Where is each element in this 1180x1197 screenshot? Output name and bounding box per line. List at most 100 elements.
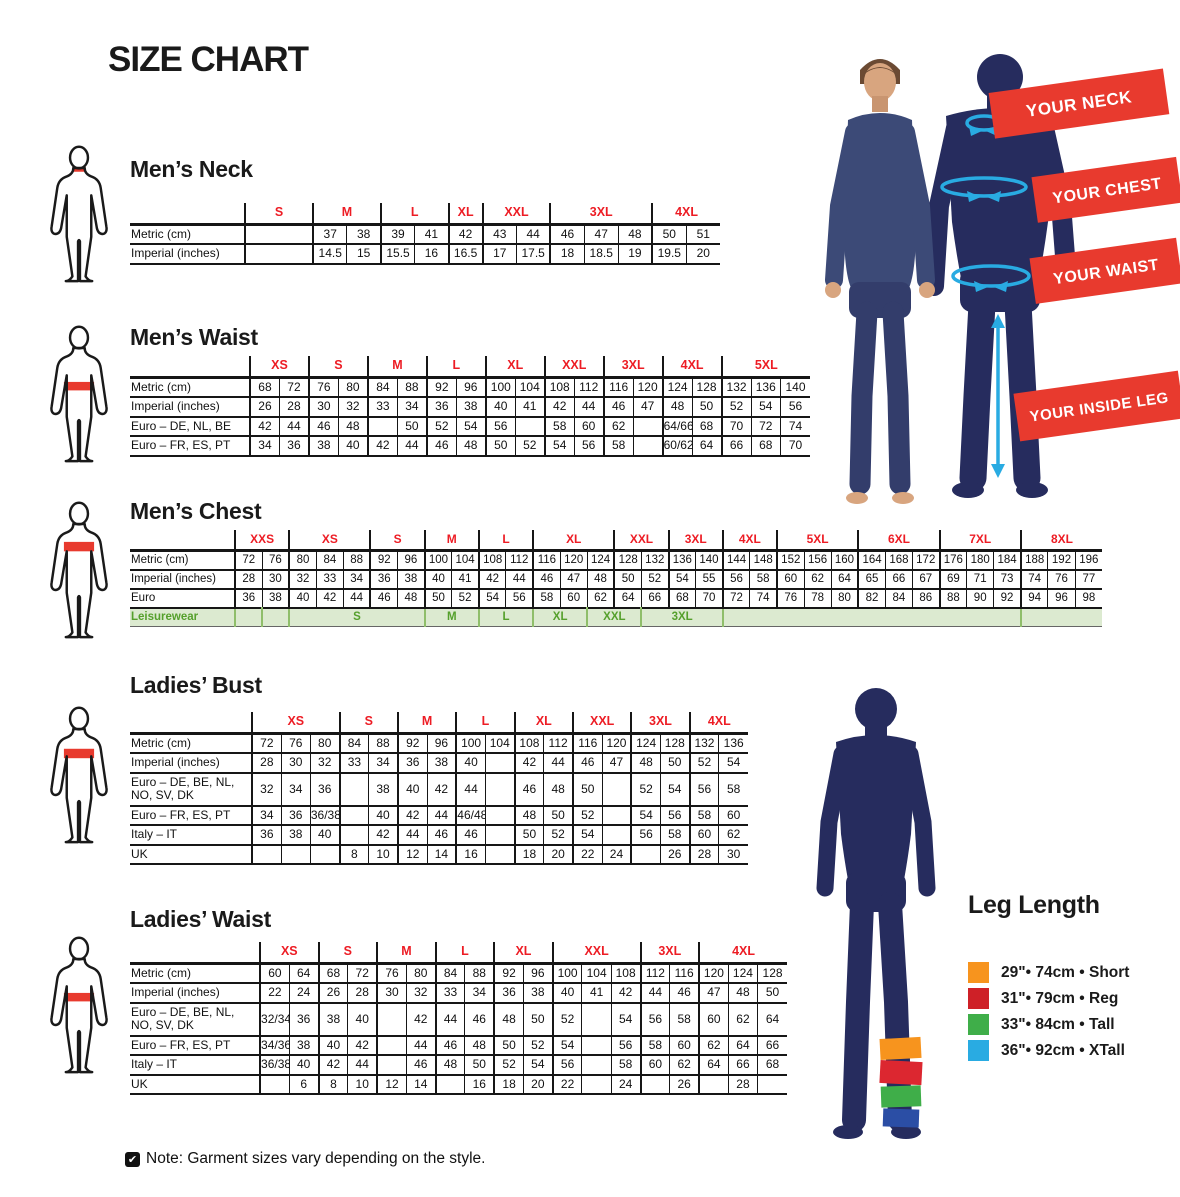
size-value-cell: 42 [366,436,398,456]
size-value-cell: 17.5 [515,244,551,264]
row-label: UK [130,1074,262,1095]
size-value-cell: 58 [602,436,634,456]
size-value-cell: 20 [522,1074,553,1095]
size-value-cell: 44 [342,589,371,608]
size-value-cell: 124 [586,550,615,571]
size-value-cell: 62 [718,825,748,845]
size-group-header: XL [532,530,615,551]
measurement-marks [940,114,1031,466]
size-value-cell: 48 [586,570,615,590]
size-value-cell [244,244,313,264]
size-value-cell: 34 [280,772,311,806]
size-value-cell: 124 [727,963,758,984]
size-value-cell: 44 [347,1055,378,1075]
size-value-cell: 60 [573,416,604,437]
size-value-cell: 54 [659,772,690,806]
size-value-cell: 88 [342,550,371,571]
size-value-cell: 144 [721,550,750,571]
mens-neck-grid: S M L XL XXL 3XL 4XL Metric (cm) 37 38 39 41 42 43 44 4… [130,203,720,265]
section-mens-waist: Men’s Waist XS S M L XL XXL 3XL 4XL 5XL Metric (c… [50,324,810,463]
size-value-cell: 52 [571,805,603,826]
size-value-cell: 68 [248,377,280,398]
table-row: Imperial (inches) 28 30 32 33 34 36 38 40 42 44 46 4… [130,753,748,773]
size-value-cell: 104 [514,377,545,398]
size-value-cell: 98 [1074,589,1103,608]
size-value-cell: 72 [278,377,309,398]
size-value-cell: 14.5 [312,244,347,264]
size-value-cell: 56 [551,1055,582,1075]
size-group-header: 7XL [938,530,1021,551]
size-value-cell: 46 [369,589,398,608]
size-value-cell: 36 [425,397,457,417]
size-value-cell: 60 [775,570,805,590]
leisurewear-size-cell: XL [532,608,588,627]
size-value-cell: 64 [288,963,319,984]
size-group-header: XXL [551,942,641,964]
footnote: ✔ Note: Garment sizes vary depending on … [125,1150,485,1168]
size-value-cell: 34 [342,570,371,590]
size-value-cell: 48 [337,416,368,437]
size-value-cell: 56 [630,825,661,845]
leisurewear-row: Leisurewear S M L XL XXL 3XL [130,608,1103,627]
size-value-cell: 76 [261,550,290,571]
size-value-cell: 92 [425,377,457,398]
size-value-cell: 96 [426,733,457,754]
size-value-cell: 66 [757,1035,787,1056]
table-row: Italy – IT 36/38 40 42 44 46 48 50 52 54 56 58 60 62 6… [130,1055,787,1075]
size-value-cell: 46 [669,983,700,1003]
size-value-cell: 42 [315,589,344,608]
ladies-waist-grid: XS S M L XL XXL 3XL 4XL Metric (cm) 60 64 68 72 76 80 8… [130,942,787,1095]
size-value-cell: 33 [315,570,344,590]
size-value-cell: 100 [423,550,452,571]
legend-item-short: 29"• 74cm • Short [968,962,1129,983]
size-value-cell: 60 [669,1035,700,1056]
ladies-bust-grid: XS S M L XL XXL 3XL 4XL Metric (cm) 72 76 80 84 88 92 9… [130,712,748,865]
size-value-cell: 84 [434,963,465,984]
size-value-cell: 62 [698,1035,729,1056]
size-value-cell [244,224,313,245]
size-value-cell: 172 [911,550,940,571]
size-group-header: M [366,356,427,378]
size-value-cell: 48 [434,1055,465,1075]
size-group-header: L [379,203,449,225]
size-value-cell: 38 [426,753,457,773]
size-value-cell: 112 [543,733,573,754]
size-value-cell [338,825,369,845]
size-value-cell: 40 [347,1002,378,1036]
size-group-header: XL [513,712,573,734]
size-value-cell: 58 [669,1002,700,1036]
size-value-cell: 46 [549,224,585,245]
leisurewear-size-cell [1019,608,1103,627]
size-value-cell: 50 [659,753,690,773]
size-value-cell: 36 [396,753,428,773]
size-value-cell [757,1074,787,1095]
size-value-cell: 48 [455,436,486,456]
size-value-cell: 76 [280,733,311,754]
size-value-cell: 22 [259,983,290,1003]
row-label: Euro – DE, BE, NL, NO, SV, DK [130,1002,262,1036]
body-figure-waist-icon [46,322,112,472]
size-value-cell: 34 [250,805,282,826]
size-value-cell: 66 [640,589,669,608]
size-value-cell: 104 [484,733,515,754]
size-value-cell: 62 [727,1002,758,1036]
size-value-cell: 44 [396,436,427,456]
size-group-header: XL [484,356,545,378]
size-value-cell: 72 [233,550,263,571]
size-group-header: XS [259,942,319,964]
size-value-cell: 80 [337,377,368,398]
size-value-cell: 48 [464,1035,495,1056]
size-value-cell: 32 [309,753,340,773]
size-group-header: 4XL [698,942,787,964]
row-label: Euro – FR, ES, PT [130,436,251,456]
table-row: Metric (cm) 37 38 39 41 42 43 44 46 47 48 50 51 [130,224,720,245]
size-value-cell: 128 [757,963,787,984]
size-value-cell: 46 [434,1035,465,1056]
size-value-cell: 54 [718,753,748,773]
size-value-cell: 26 [248,397,280,417]
size-value-cell: 56 [721,570,750,590]
size-value-cell: 40 [551,983,582,1003]
size-value-cell: 64 [727,1035,758,1056]
size-group-header: M [423,530,479,551]
body-outline-figure [50,936,108,1074]
